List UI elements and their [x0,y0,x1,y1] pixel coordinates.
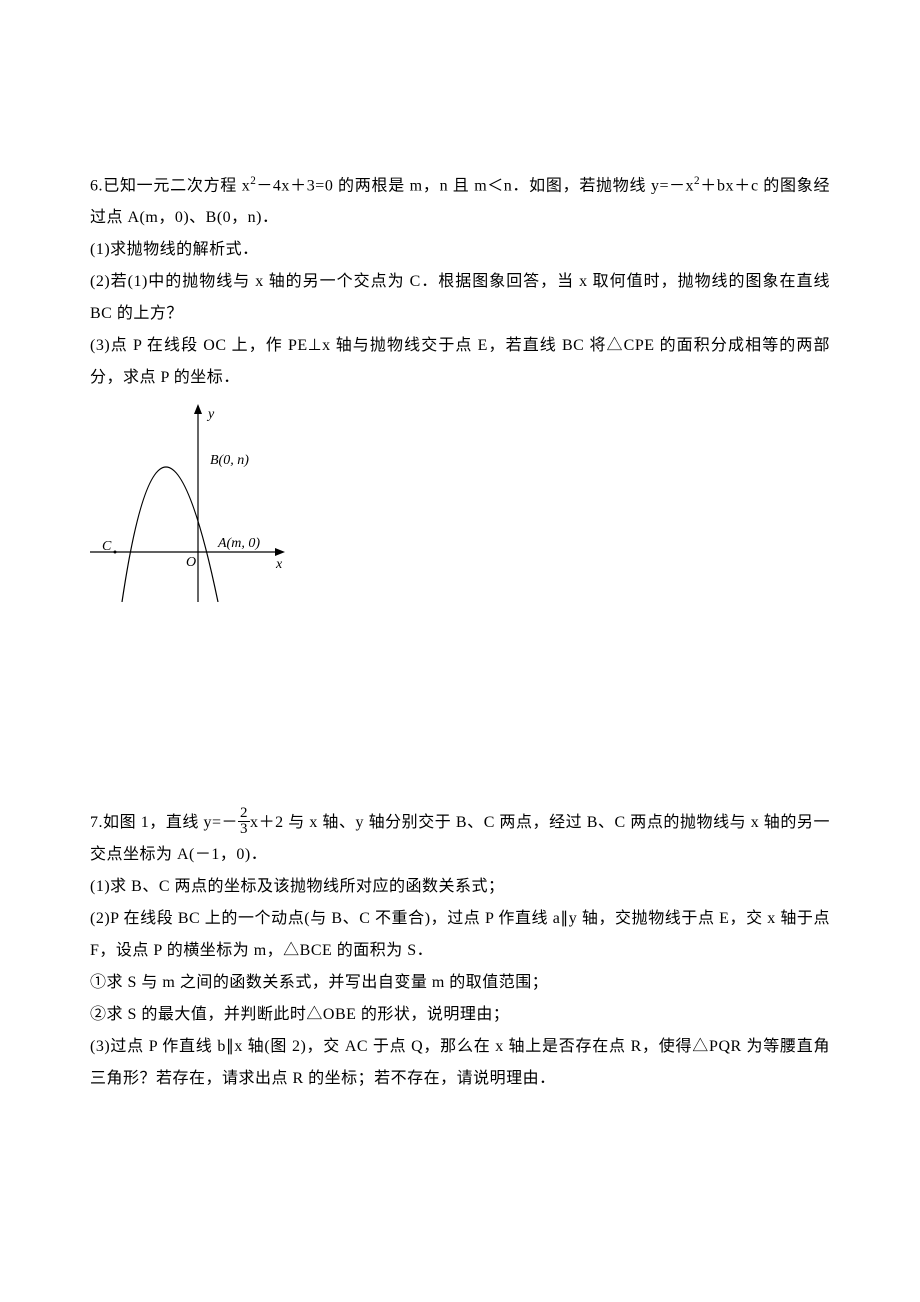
q7-part3: (3)过点 P 作直线 b∥x 轴(图 2)，交 AC 于点 Q，那么在 x 轴… [90,1031,830,1095]
svg-text:y: y [206,407,215,422]
q6-part2: (2)若(1)中的抛物线与 x 轴的另一个交点为 C．根据图象回答，当 x 取何… [90,266,830,330]
q7-text-part-a: 7.如图 1，直线 y=－ [90,814,238,831]
q6-stem: 6.已知一元二次方程 x2－4x＋3=0 的两根是 m，n 且 m＜n．如图，若… [90,170,830,234]
q7-part2b: ②求 S 的最大值，并判断此时△OBE 的形状，说明理由； [90,999,830,1031]
q7-fraction: 23 [238,806,250,837]
svg-text:O: O [186,555,196,570]
q6-text-part-a: 6.已知一元二次方程 x [90,177,250,194]
q6-figure: y x O B(0, n) A(m, 0) C [90,402,830,607]
q7-part2: (2)P 在线段 BC 上的一个动点(与 B、C 不重合)，过点 P 作直线 a… [90,903,830,967]
q7-frac-den: 3 [238,822,250,837]
spacing-block [90,617,830,807]
q6-figure-svg: y x O B(0, n) A(m, 0) C [90,402,290,602]
q6-text-part-b: －4x＋3=0 的两根是 m，n 且 m＜n．如图，若抛物线 y=－x [256,177,694,194]
q6-part3: (3)点 P 在线段 OC 上，作 PE⊥x 轴与抛物线交于点 E，若直线 BC… [90,330,830,394]
svg-text:A(m, 0): A(m, 0) [217,536,260,551]
svg-text:B(0, n): B(0, n) [210,453,249,468]
q6-part1: (1)求抛物线的解析式． [90,234,830,266]
q7-frac-num: 2 [238,806,250,822]
q7-part1: (1)求 B、C 两点的坐标及该抛物线所对应的函数关系式； [90,871,830,903]
q7-stem: 7.如图 1，直线 y=－23x＋2 与 x 轴、y 轴分别交于 B、C 两点，… [90,807,830,871]
svg-text:x: x [275,557,283,572]
q7-part2a: ①求 S 与 m 之间的函数关系式，并写出自变量 m 的取值范围； [90,967,830,999]
svg-text:C: C [102,539,112,554]
